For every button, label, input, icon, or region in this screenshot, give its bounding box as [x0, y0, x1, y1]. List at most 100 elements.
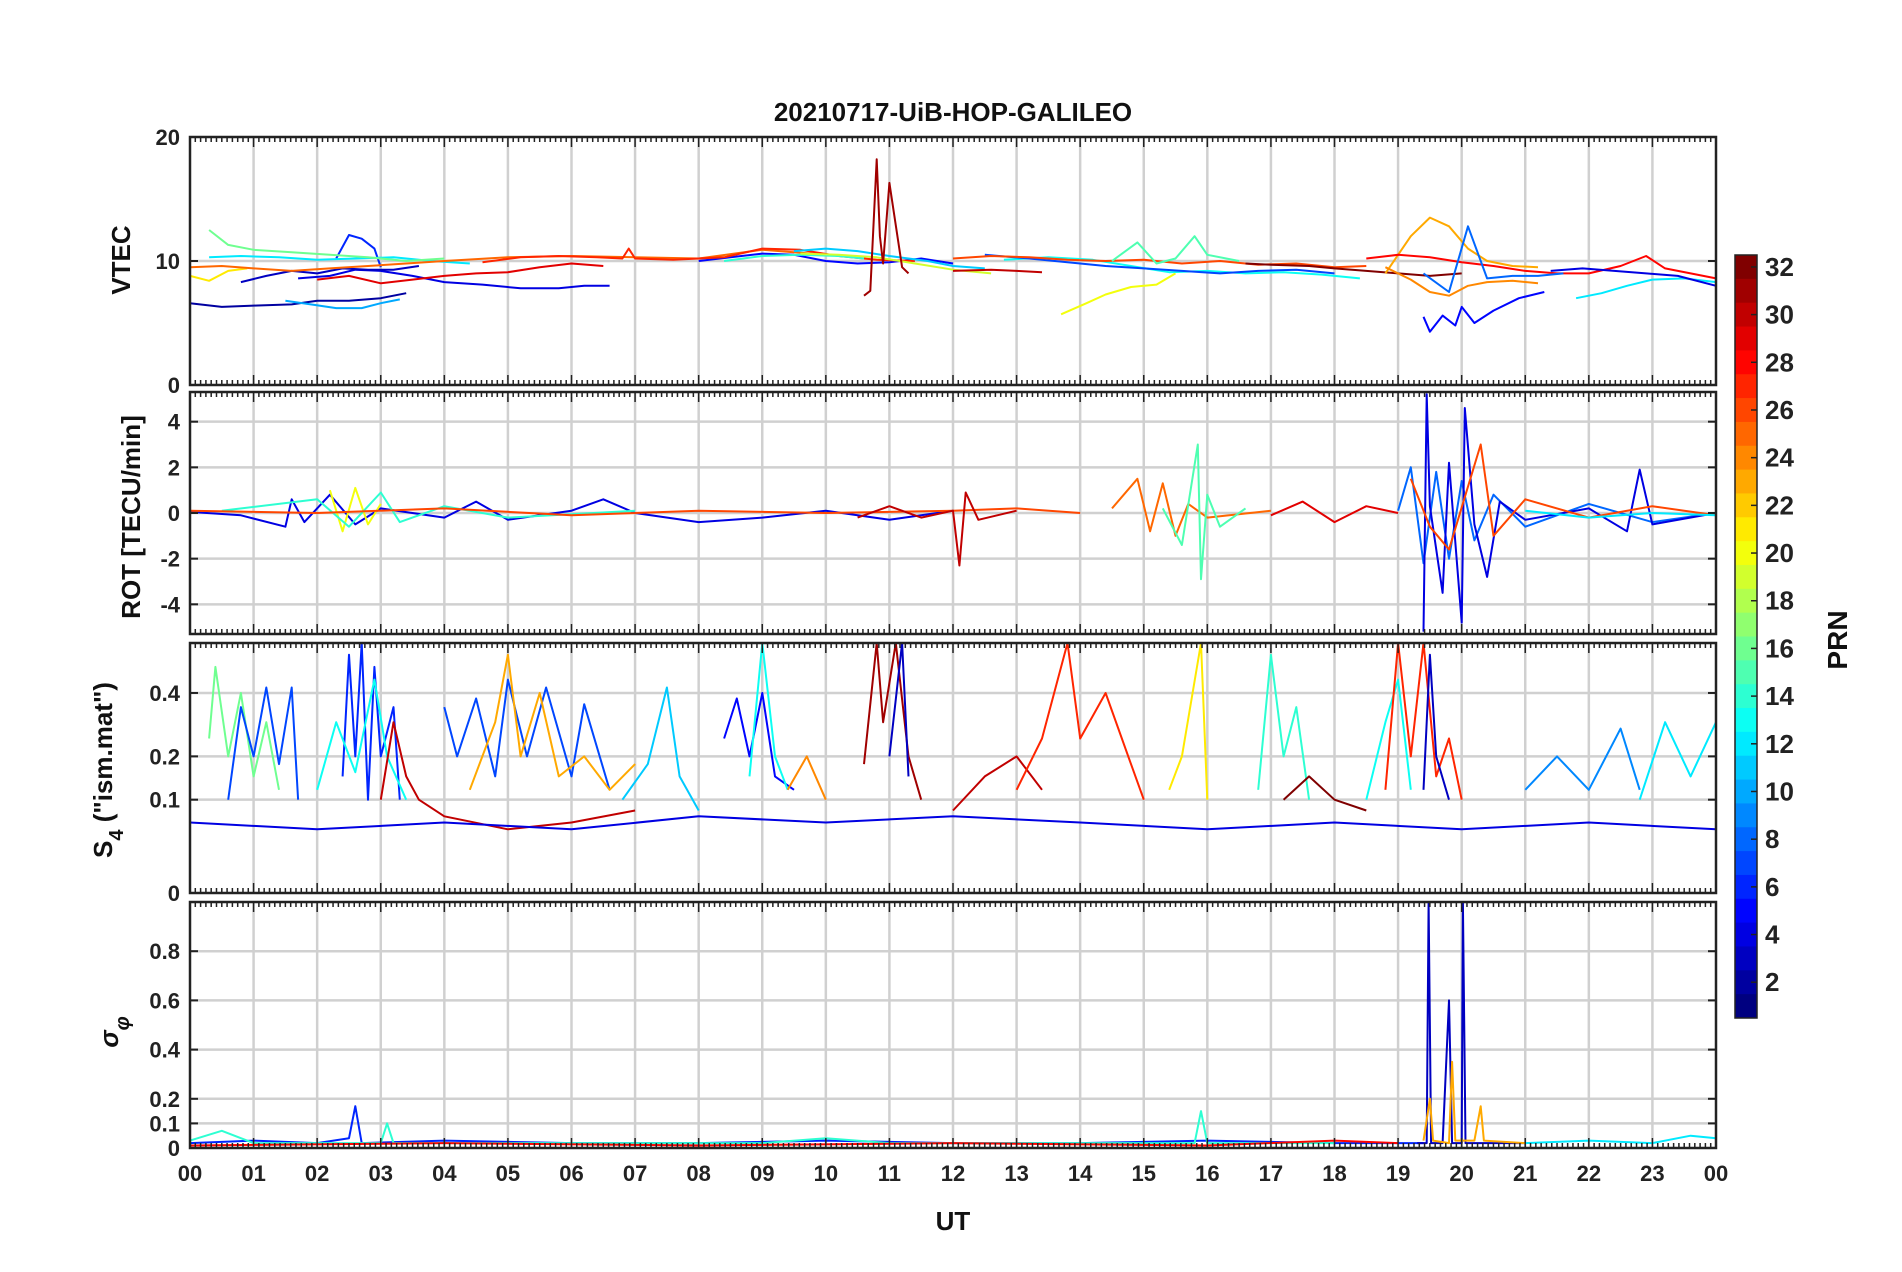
- colorbar-swatch: [1735, 255, 1757, 280]
- series-line-prn-32: [1245, 262, 1462, 277]
- y-tick-label: 0: [168, 373, 180, 398]
- x-axis-label: UT: [936, 1206, 971, 1236]
- series-line-prn-23: [1384, 216, 1539, 274]
- sigma-phi-gridlines: [190, 902, 1716, 1148]
- colorbar-swatch: [1735, 827, 1757, 852]
- sigma-phi-ylabel: σφ: [94, 1016, 134, 1047]
- x-tick-label: 14: [1068, 1161, 1093, 1186]
- colorbar-swatch: [1735, 970, 1757, 995]
- s4-ylabel: S4 ("ism.mat"): [88, 682, 128, 858]
- rot-panel: -4 -2 0 2 4 ROT [TECU/min]: [116, 390, 1718, 636]
- colorbar-swatch: [1735, 588, 1757, 614]
- sigma-phi-ticks: 00.10.2 0.4 0.6 0.8: [149, 902, 1717, 1161]
- colorbar-tick-label: 26: [1765, 395, 1794, 425]
- series-line-prn-13: [1365, 678, 1412, 800]
- vtec-panel: 0 10 20 VTEC: [106, 125, 1718, 398]
- x-tick-label: 17: [1259, 1161, 1283, 1186]
- colorbar-swatch: [1735, 660, 1757, 685]
- vtec-ylabel: VTEC: [106, 225, 136, 295]
- x-tick-labels: 00 01 02 03 04 05 06 07 08 09 10 11 12 13 14 15 16 17 18 19…: [178, 1161, 1728, 1186]
- colorbar-swatch: [1735, 398, 1757, 423]
- colorbar-swatch: [1735, 493, 1757, 518]
- x-tick-label: 03: [369, 1161, 393, 1186]
- series-line-prn-16: [208, 229, 445, 262]
- y-tick-label: 0.1: [149, 1111, 180, 1136]
- series-line-prn-31: [863, 642, 923, 800]
- series-line-prn-15: [1161, 443, 1247, 581]
- x-tick-label: 00: [1704, 1161, 1728, 1186]
- series-line-prn-4: [189, 493, 954, 528]
- series-line-prn-7: [984, 253, 1335, 275]
- y-tick-label: 2: [168, 455, 180, 480]
- x-tick-label: 21: [1513, 1161, 1537, 1186]
- colorbar-swatch: [1735, 851, 1757, 876]
- colorbar-swatch: [1735, 564, 1757, 590]
- y-tick-label: -4: [160, 592, 180, 617]
- colorbar-swatch: [1735, 278, 1757, 304]
- series-line-prn-14: [221, 491, 636, 528]
- series-line-prn-29: [317, 262, 604, 285]
- series-line-prn-3: [240, 265, 420, 284]
- colorbar-swatch: [1735, 684, 1757, 709]
- series-line-prn-23: [468, 653, 636, 791]
- series-line-prn-24: [1384, 266, 1539, 297]
- colorbar-tick-label: 32: [1765, 252, 1794, 282]
- sigma-phi-ylabel-sub: φ: [112, 1016, 134, 1030]
- x-tick-label: 13: [1004, 1161, 1028, 1186]
- y-tick-label: 0: [168, 1136, 180, 1161]
- series-line-prn-29: [1270, 500, 1399, 524]
- x-tick-label: 15: [1132, 1161, 1156, 1186]
- series-line-prn-3: [1422, 653, 1450, 800]
- rot-axes-frame: [188, 390, 1718, 636]
- series-line-prn-11: [793, 247, 985, 270]
- series-line-prn-30: [857, 491, 1017, 567]
- colorbar-tick-label: 6: [1765, 872, 1779, 902]
- colorbar-tick-label: 16: [1765, 633, 1794, 663]
- colorbar-swatch: [1735, 636, 1757, 661]
- colorbar-swatch: [1735, 374, 1757, 399]
- y-tick-label: 20: [156, 125, 180, 150]
- colorbar-swatch: [1735, 350, 1757, 375]
- series-line-prn-32: [1282, 775, 1367, 812]
- y-tick-label: 4: [168, 410, 181, 435]
- series-line-prn-8: [1397, 466, 1717, 565]
- x-tick-label: 12: [941, 1161, 965, 1186]
- colorbar-swatch: [1735, 469, 1757, 494]
- series-line-prn-31: [863, 158, 910, 297]
- y-tick-label: 0.4: [149, 681, 180, 706]
- series-line-prn-4: [189, 815, 1717, 831]
- s4-ylabel-tail: ("ism.mat"): [88, 682, 118, 829]
- y-tick-label: 10: [156, 249, 180, 274]
- x-tick-label: 01: [241, 1161, 265, 1186]
- s4-gridlines: [190, 643, 1716, 893]
- series-line-prn-25: [1111, 477, 1272, 537]
- series-line-prn-4: [298, 268, 610, 290]
- colorbar-tick-label: 2: [1765, 967, 1779, 997]
- colorbar-swatch: [1735, 708, 1757, 733]
- colorbar-swatch: [1735, 779, 1757, 804]
- x-tick-label: 00: [178, 1161, 202, 1186]
- s4-axes-frame: [188, 641, 1718, 895]
- series-line-prn-12: [1525, 509, 1717, 519]
- colorbar-swatch: [1735, 612, 1757, 637]
- sigma-phi-panel: 00.10.2 0.4 0.6 0.8 σφ: [94, 900, 1718, 1161]
- colorbar-tick-label: 24: [1765, 443, 1794, 473]
- vtec-axes-frame: [188, 135, 1718, 387]
- series-line-prn-7: [227, 686, 300, 800]
- series-line-prn-26: [189, 507, 1081, 517]
- x-tick-label: 07: [623, 1161, 647, 1186]
- series-line-prn-8: [1422, 225, 1564, 293]
- y-tick-label: 0.2: [149, 744, 180, 769]
- series-line-prn-10: [285, 298, 400, 310]
- series-line-prn-21: [1168, 642, 1209, 800]
- colorbar-swatch: [1735, 445, 1757, 471]
- y-tick-label: 0.6: [149, 988, 180, 1013]
- series-line-prn-24: [786, 755, 827, 801]
- x-tick-label: 05: [496, 1161, 520, 1186]
- series-line-prn-23: [1422, 1060, 1526, 1145]
- y-tick-label: 0.4: [149, 1038, 180, 1063]
- series-line-prn-15: [1111, 235, 1240, 265]
- series-line-prn-9: [1524, 727, 1641, 791]
